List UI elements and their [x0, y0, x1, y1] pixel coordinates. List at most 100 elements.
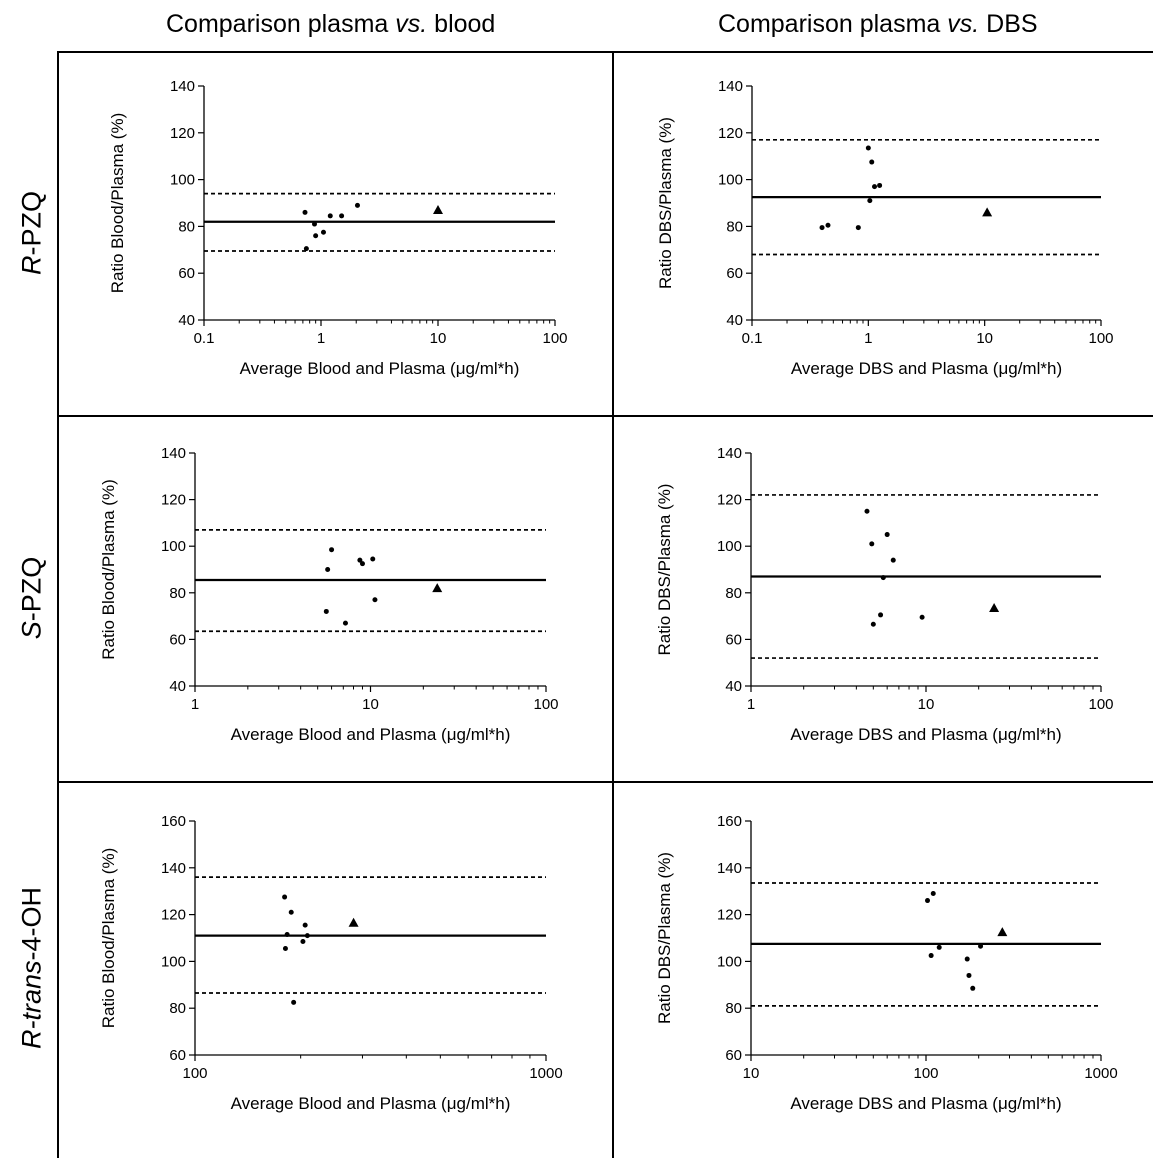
data-point — [890, 557, 896, 563]
data-point — [970, 985, 976, 991]
data-point — [303, 246, 309, 252]
data-point — [869, 159, 875, 165]
y-tick-label: 80 — [725, 585, 742, 602]
x-tick-label: 100 — [1088, 330, 1113, 347]
data-point — [978, 943, 984, 949]
y-tick-label: 60 — [726, 265, 743, 282]
y-tick-label: 140 — [717, 445, 742, 462]
y-axis-label: Ratio DBS/Plasma (%) — [655, 484, 674, 656]
y-tick-label: 80 — [178, 218, 195, 235]
y-tick-label: 140 — [718, 78, 743, 95]
x-tick-label: 100 — [182, 1065, 207, 1082]
data-point — [870, 621, 876, 627]
grid-divider-column — [612, 51, 614, 1158]
x-tick-label: 100 — [913, 1065, 938, 1082]
column-header-blood-vs: vs. — [395, 10, 428, 38]
y-tick-label: 140 — [717, 860, 742, 877]
y-tick-label: 140 — [161, 445, 186, 462]
outlier-point — [348, 917, 359, 927]
data-point — [300, 939, 306, 945]
data-point — [884, 532, 890, 538]
y-tick-label: 120 — [170, 125, 195, 142]
y-tick-label: 140 — [161, 860, 186, 877]
y-axis-label: Ratio DBS/Plasma (%) — [655, 852, 674, 1024]
data-point — [865, 145, 871, 151]
data-point — [370, 556, 376, 562]
x-axis-label: Average DBS and Plasma (μg/ml*h) — [790, 1094, 1061, 1113]
data-point — [320, 229, 326, 235]
data-point — [819, 225, 825, 231]
data-point — [327, 213, 333, 219]
y-tick-label: 100 — [718, 172, 743, 189]
x-tick-label: 100 — [542, 330, 567, 347]
y-axis-label: Ratio DBS/Plasma (%) — [656, 117, 675, 289]
data-point — [880, 575, 886, 581]
y-tick-label: 100 — [717, 538, 742, 555]
data-point — [359, 561, 365, 567]
x-tick-label: 0.1 — [194, 330, 215, 347]
column-header-blood-pre: Comparison plasma — [166, 10, 396, 38]
y-tick-label: 60 — [169, 1047, 186, 1064]
data-point — [339, 213, 345, 219]
column-header-dbs-pre: Comparison plasma — [718, 10, 948, 38]
data-point — [936, 944, 942, 950]
data-point — [288, 909, 294, 915]
data-point — [930, 891, 936, 897]
data-point — [855, 225, 861, 231]
y-tick-label: 120 — [718, 125, 743, 142]
grid-divider-row-1 — [58, 415, 1153, 417]
y-tick-label: 60 — [169, 631, 186, 648]
x-tick-label: 1 — [864, 330, 872, 347]
data-point — [964, 956, 970, 962]
data-point — [925, 898, 931, 904]
y-tick-label: 100 — [170, 172, 195, 189]
grid-border-top — [58, 51, 1153, 53]
y-tick-label: 100 — [717, 953, 742, 970]
data-point — [877, 182, 883, 188]
y-tick-label: 40 — [178, 312, 195, 329]
column-header-dbs-post: DBS — [979, 10, 1038, 38]
data-point — [928, 953, 934, 959]
data-point — [302, 209, 308, 215]
y-tick-label: 40 — [725, 678, 742, 695]
y-tick-label: 60 — [725, 631, 742, 648]
x-tick-label: 1000 — [1084, 1065, 1117, 1082]
data-point — [302, 922, 308, 928]
data-point — [325, 567, 331, 572]
data-point — [291, 999, 297, 1005]
outlier-point — [432, 583, 443, 593]
y-tick-label: 40 — [169, 678, 186, 695]
grid-border-left — [57, 51, 59, 1158]
y-tick-label: 120 — [717, 492, 742, 509]
data-point — [825, 222, 831, 228]
y-tick-label: 60 — [178, 265, 195, 282]
x-tick-label: 100 — [533, 696, 558, 713]
data-point — [869, 541, 875, 547]
x-axis-label: Average Blood and Plasma (μg/ml*h) — [231, 725, 511, 744]
y-tick-label: 60 — [725, 1047, 742, 1064]
y-tick-label: 160 — [161, 813, 186, 830]
y-tick-label: 80 — [169, 585, 186, 602]
x-tick-label: 1 — [317, 330, 325, 347]
y-tick-label: 80 — [726, 218, 743, 235]
column-header-dbs-vs: vs. — [947, 10, 980, 38]
y-tick-label: 120 — [161, 492, 186, 509]
x-tick-label: 1 — [191, 696, 199, 713]
y-tick-label: 80 — [169, 1000, 186, 1017]
data-point — [329, 547, 335, 553]
data-point — [919, 614, 925, 620]
data-point — [284, 931, 290, 937]
x-axis-label: Average DBS and Plasma (μg/ml*h) — [790, 725, 1061, 744]
y-axis-label: Ratio Blood/Plasma (%) — [99, 848, 118, 1028]
data-point — [872, 184, 878, 190]
outlier-point — [997, 927, 1008, 937]
x-tick-label: 1 — [747, 696, 755, 713]
outlier-point — [433, 205, 443, 215]
y-axis-label: Ratio Blood/Plasma (%) — [99, 479, 118, 659]
